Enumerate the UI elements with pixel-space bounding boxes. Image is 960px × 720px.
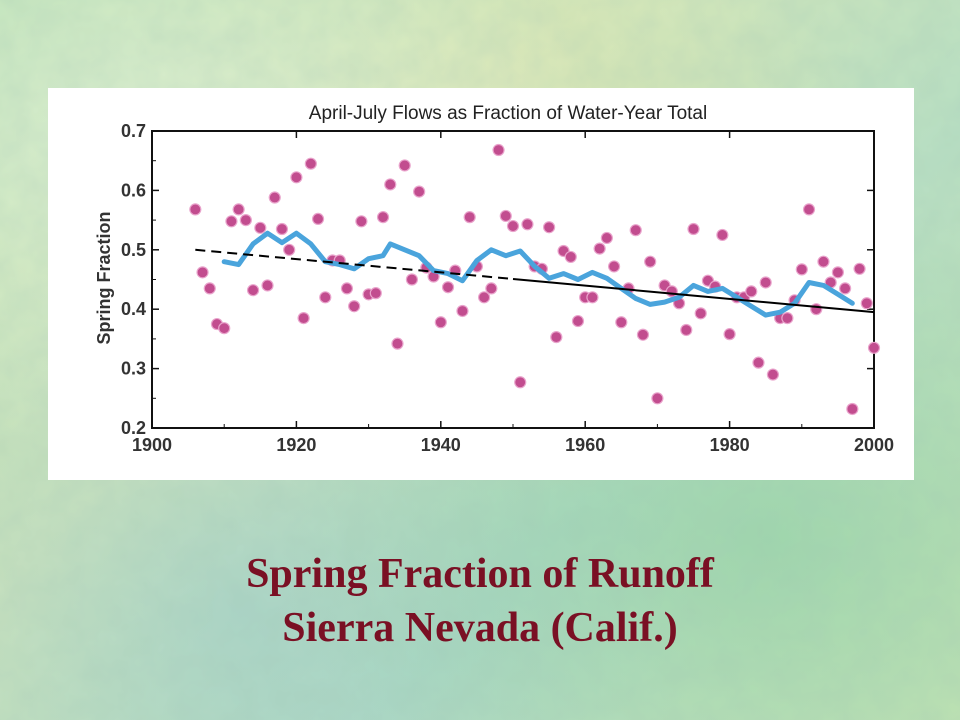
data-point [810, 303, 823, 316]
data-point [694, 307, 707, 320]
data-point [268, 191, 281, 204]
data-point [867, 341, 881, 354]
data-point [831, 266, 845, 279]
y-tick-label: 0.7 [121, 121, 146, 141]
data-point [196, 266, 209, 279]
data-point [413, 185, 426, 198]
x-tick-label: 1960 [565, 435, 605, 455]
data-point [485, 282, 498, 295]
x-tick-label: 1940 [421, 435, 461, 455]
data-point [225, 215, 238, 228]
data-point [600, 231, 613, 245]
x-tick-label: 2000 [854, 435, 894, 455]
data-point [478, 291, 491, 304]
data-point [232, 203, 245, 216]
data-point [506, 219, 520, 233]
x-tick-label: 1900 [132, 435, 172, 455]
data-point [644, 255, 657, 268]
data-point [759, 276, 772, 289]
trend-line-solid [512, 277, 875, 314]
data-point [607, 260, 621, 273]
slide-caption-line-1: Spring Fraction of Runoff [246, 551, 714, 597]
data-point [348, 300, 361, 313]
data-point [766, 368, 780, 381]
data-point [781, 312, 794, 325]
chart-panel: April-July Flows as Fraction of Water-Ye… [48, 88, 914, 480]
plot-area: 1900 1920 1940 1960 1980 2000 0.2 0.3 0.4 0.5 0.6 0… [121, 121, 894, 455]
chart-title: April-July Flows as Fraction of Water-Ye… [309, 103, 707, 124]
data-point [319, 291, 332, 304]
data-point [564, 250, 577, 264]
y-tick-label: 0.3 [121, 359, 146, 379]
data-point [492, 143, 505, 157]
data-point [499, 209, 512, 223]
data-point [839, 282, 852, 295]
data-point [434, 316, 447, 329]
data-point [629, 224, 642, 237]
trend-line-dashed [195, 248, 514, 280]
chart-svg: April-July Flows as Fraction of Water-Ye… [94, 103, 894, 455]
data-point [521, 218, 534, 231]
data-point [550, 331, 563, 344]
data-point [802, 203, 816, 216]
data-point [687, 222, 700, 236]
data-point [853, 262, 866, 275]
data-point [615, 316, 628, 329]
data-point [586, 291, 599, 304]
y-tick-label: 0.6 [121, 180, 146, 200]
data-point [283, 243, 296, 256]
smoothed-series-line [221, 230, 855, 318]
y-axis-label: Spring Fraction [94, 211, 114, 344]
data-point [514, 376, 527, 389]
data-point [680, 323, 693, 337]
data-point [376, 211, 390, 224]
data-point [203, 282, 216, 295]
data-point [571, 314, 585, 328]
data-point [860, 297, 873, 310]
data-point [817, 255, 830, 268]
data-point [405, 273, 419, 286]
data-point [340, 282, 354, 295]
data-point [723, 328, 736, 341]
data-point [189, 203, 202, 216]
data-point [745, 285, 758, 298]
data-point [795, 263, 808, 276]
data-point [665, 285, 678, 298]
data-point [304, 157, 317, 170]
data-point [297, 312, 310, 325]
x-tick-label: 1920 [276, 435, 316, 455]
data-point [651, 392, 664, 405]
data-point [311, 212, 325, 226]
x-tick-label: 1980 [710, 435, 750, 455]
data-point [355, 215, 368, 228]
data-point [246, 284, 260, 297]
data-point [290, 171, 303, 184]
data-point [384, 178, 397, 191]
data-point [391, 337, 404, 350]
y-tick-label: 0.5 [121, 240, 146, 260]
data-point [752, 356, 765, 369]
data-point [636, 328, 650, 341]
data-point [398, 159, 411, 172]
y-tick-label: 0.4 [121, 299, 146, 319]
data-point [239, 214, 252, 227]
y-tick-label: 0.2 [121, 418, 146, 438]
data-point [463, 211, 476, 224]
slide-caption-line-2: Sierra Nevada (Calif.) [282, 605, 678, 651]
data-point [456, 304, 469, 318]
data-point [716, 228, 729, 242]
data-point [261, 279, 274, 292]
data-point [254, 221, 267, 234]
data-point [369, 287, 382, 300]
data-point [218, 322, 231, 335]
data-point [441, 281, 455, 294]
data-point [543, 221, 556, 234]
data-point [846, 402, 859, 416]
data-point [275, 222, 289, 236]
data-point [593, 242, 606, 255]
